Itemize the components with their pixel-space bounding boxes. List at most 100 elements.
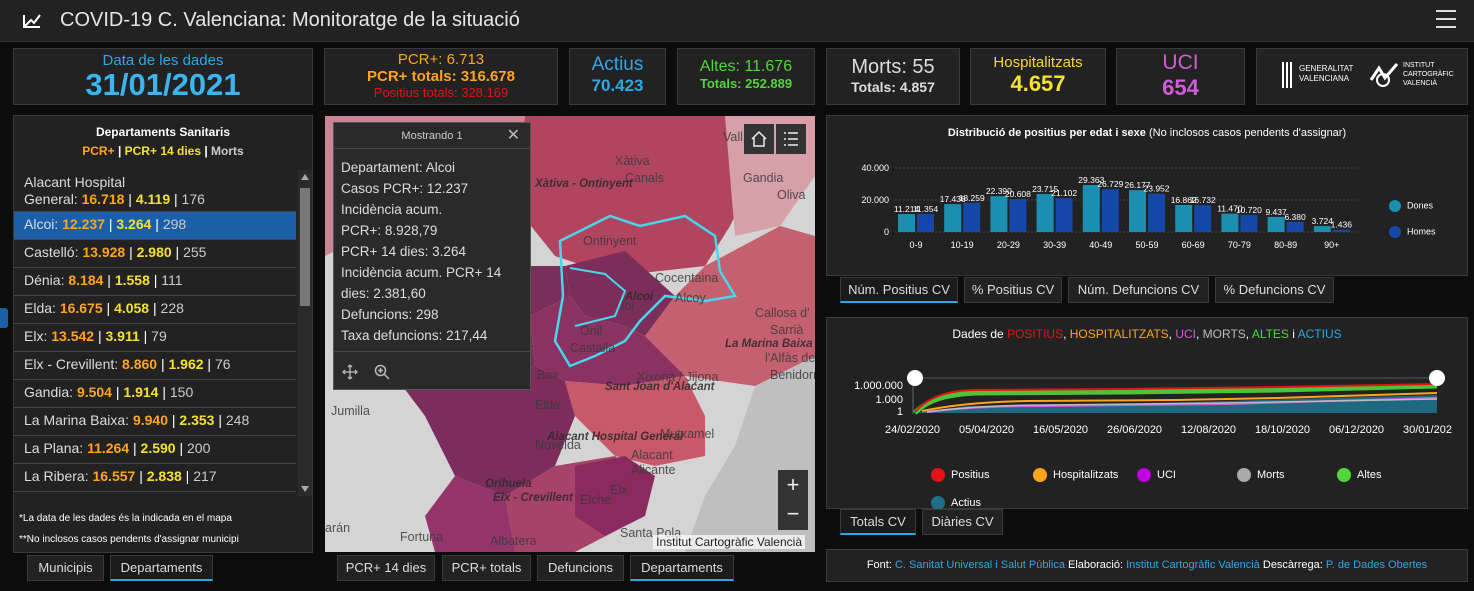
- department-item[interactable]: Castelló: 13.928 | 2.980 | 255: [14, 240, 296, 268]
- range-slider-end[interactable]: [1429, 370, 1445, 386]
- source-link[interactable]: C. Sanitat Universal i Salut Pública: [894, 559, 1065, 571]
- trend-legend-label: Actius: [951, 496, 981, 509]
- department-item[interactable]: La Marina Baixa: 9.940 | 2.353 | 248: [14, 408, 296, 436]
- popup-header: Mostrando 1 ✕: [334, 123, 530, 149]
- department-pcr14: 2.980: [136, 244, 172, 260]
- scrollbar-thumb[interactable]: [300, 188, 310, 306]
- legend-dones-label: Dones: [1407, 200, 1434, 211]
- map-label: Albatera: [490, 534, 537, 548]
- popup-line: dies: 2.381,60: [341, 286, 426, 301]
- menu-icon[interactable]: [1436, 10, 1456, 28]
- map-label: l'Alfàs de: [765, 351, 815, 365]
- date-card: Data de les dades 31/01/2021: [13, 48, 313, 105]
- note-date: *La data de les dades és la indicada en …: [19, 513, 232, 524]
- home-icon: [751, 130, 767, 147]
- tab-diaries-cv[interactable]: Diàries CV: [922, 509, 1003, 535]
- tab-departaments[interactable]: Departaments: [110, 555, 213, 581]
- age-bar: [1240, 214, 1258, 232]
- legend-homes-dot: [1389, 226, 1401, 238]
- map-label: Novelda: [535, 438, 581, 452]
- trend-x-tick: 26/06/2020: [1107, 424, 1163, 436]
- zoom-to-icon[interactable]: [374, 364, 390, 380]
- department-item[interactable]: Dénia: 8.184 | 1.558 | 111: [14, 268, 296, 296]
- department-pcr: 11.264: [87, 440, 130, 456]
- age-bar-label: 11.354: [913, 204, 939, 214]
- age-bar: [917, 213, 934, 232]
- elaboration-link[interactable]: Institut Cartogràfic Valencià: [1126, 559, 1260, 571]
- home-button[interactable]: [744, 124, 774, 154]
- trend-legend-item[interactable]: Altes: [1337, 468, 1381, 482]
- department-item[interactable]: Gandia: 9.504 | 1.914 | 150: [14, 380, 296, 408]
- close-icon[interactable]: ✕: [506, 127, 520, 144]
- department-pcr: 16.557: [92, 468, 136, 484]
- tab-totals-cv[interactable]: Totals CV: [840, 509, 916, 535]
- list-scrollbar[interactable]: [298, 170, 312, 496]
- zoom-in-button[interactable]: +: [778, 470, 808, 500]
- age-x-tick: 10-19: [951, 240, 974, 250]
- department-pcr14: 1.914: [123, 384, 159, 400]
- download-label: Descàrrega:: [1262, 559, 1323, 571]
- department-morts: 228: [160, 300, 184, 316]
- department-item[interactable]: Elx: 13.542 | 3.911 | 79: [14, 324, 296, 352]
- popup-line: Departament: Alcoi: [341, 160, 456, 175]
- tab-municipis[interactable]: Municipis: [27, 555, 104, 581]
- age-bar-label: 29.363: [1078, 175, 1104, 185]
- department-pcr14: 2.838: [146, 468, 182, 484]
- department-morts: 298: [162, 216, 187, 232]
- department-item[interactable]: La Ribera: 16.557 | 2.838 | 217: [14, 464, 296, 492]
- department-item[interactable]: Alacant Hospital General: 16.718 | 4.119 …: [14, 170, 296, 212]
- trend-legend-item[interactable]: Hospitalitzats: [1033, 468, 1118, 482]
- side-collapse-handle[interactable]: [0, 308, 8, 328]
- departments-legend: PCR+ | PCR+ 14 dies | Morts: [82, 144, 244, 158]
- trend-legend-dot: [1033, 468, 1047, 482]
- trend-title-hosp: HOSPITALITZATS: [1069, 327, 1169, 341]
- age-x-tick: 80-89: [1274, 240, 1297, 250]
- department-pcr: 9.504: [76, 384, 112, 400]
- department-morts: 255: [183, 244, 207, 260]
- map-tab[interactable]: PCR+ 14 dies: [337, 555, 435, 581]
- map-tab[interactable]: PCR+ totals: [442, 555, 531, 581]
- download-link[interactable]: P. de Dades Obertes: [1325, 559, 1428, 571]
- age-bar: [1194, 205, 1212, 232]
- trend-legend-item[interactable]: Morts: [1237, 468, 1285, 482]
- layer-list-button[interactable]: [776, 124, 806, 154]
- map-label: Sarrià: [770, 323, 804, 337]
- trend-legend-item[interactable]: UCI: [1137, 468, 1176, 482]
- map-label: Fortuna: [400, 530, 444, 544]
- department-pcr14: 4.058: [114, 300, 150, 316]
- map-tab[interactable]: Defuncions: [537, 555, 624, 581]
- popup-line: Incidència acum.: [341, 202, 443, 217]
- trend-legend-item[interactable]: Positius: [931, 468, 990, 482]
- age-chart-tab[interactable]: Núm. Positius CV: [840, 277, 958, 303]
- trend-title-altes: ALTES: [1251, 327, 1289, 341]
- hosp-label: Hospitalitzats: [993, 54, 1083, 71]
- range-slider-start[interactable]: [907, 370, 923, 386]
- department-name: Gandia:: [24, 384, 77, 400]
- map-tab[interactable]: Departaments: [630, 555, 734, 581]
- department-item[interactable]: La Plana: 11.264 | 2.590 | 200: [14, 436, 296, 464]
- age-chart-tab[interactable]: % Defuncions CV: [1215, 277, 1334, 303]
- popup-line: Incidència acum. PCR+ 14: [341, 265, 502, 280]
- zoom-out-button[interactable]: −: [778, 500, 808, 530]
- department-item[interactable]: Alcoi: 12.237 | 3.264 | 298: [14, 212, 296, 240]
- department-item[interactable]: Elx - Crevillent: 8.860 | 1.962 | 76: [14, 352, 296, 380]
- pan-to-icon[interactable]: [342, 364, 358, 380]
- hosp-card: Hospitalitzats 4.657: [970, 48, 1106, 105]
- legend-homes-label: Homes: [1407, 226, 1436, 237]
- map-label: Orihuela: [485, 478, 532, 490]
- trend-chart-svg: 1.000.000 1.000 1: [854, 370, 1445, 418]
- department-pcr: 16.675: [59, 300, 103, 316]
- age-x-tick: 40-49: [1089, 240, 1112, 250]
- department-item[interactable]: Elda: 16.675 | 4.058 | 228: [14, 296, 296, 324]
- trend-legend-dot: [1337, 468, 1351, 482]
- age-bar: [1286, 221, 1304, 232]
- age-chart-tab[interactable]: % Positius CV: [964, 277, 1062, 303]
- pcr-card: PCR+: 6.713 PCR+ totals: 316.678 Positiu…: [324, 48, 558, 105]
- age-bar-label: 26.729: [1097, 179, 1123, 189]
- age-chart-tab[interactable]: Núm. Defuncions CV: [1068, 277, 1209, 303]
- trend-legend-item[interactable]: Actius: [931, 496, 981, 510]
- uci-value: 654: [1162, 75, 1199, 100]
- map-label: Mutxamel: [660, 427, 715, 441]
- map-label: Elda: [535, 398, 561, 412]
